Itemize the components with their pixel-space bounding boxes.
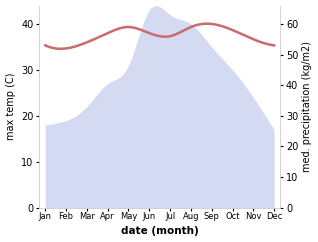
Y-axis label: max temp (C): max temp (C) bbox=[5, 73, 16, 140]
X-axis label: date (month): date (month) bbox=[121, 227, 198, 236]
Y-axis label: med. precipitation (kg/m2): med. precipitation (kg/m2) bbox=[302, 41, 313, 172]
